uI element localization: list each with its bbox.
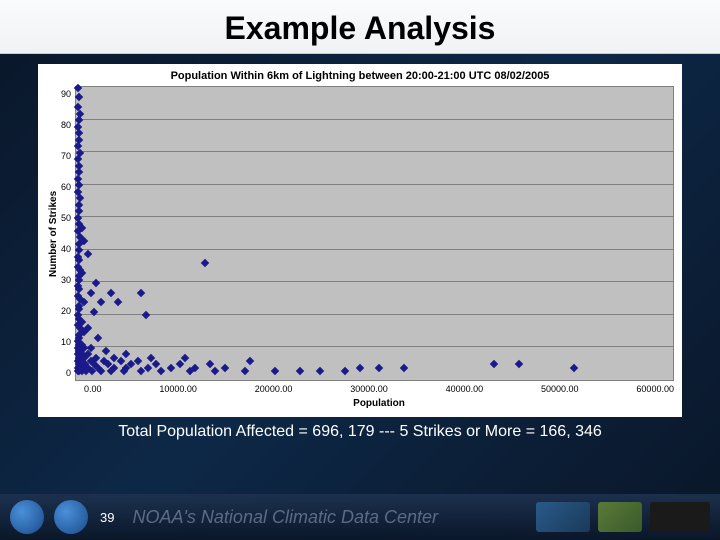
y-tick: 40	[61, 244, 71, 254]
y-axis-ticks: 90 80 70 60 50 40 30 20 10 0	[61, 86, 75, 381]
data-point	[84, 249, 92, 257]
scatter-plot-area	[75, 86, 674, 381]
data-point	[400, 363, 408, 371]
slide-number: 39	[100, 510, 114, 525]
data-point	[296, 367, 304, 375]
data-point	[569, 363, 577, 371]
chart-body: Number of Strikes 90 80 70 60 50 40 30 20 10 0	[46, 86, 674, 381]
gridline	[76, 184, 673, 185]
gridline	[76, 249, 673, 250]
data-point	[241, 367, 249, 375]
data-point	[246, 357, 254, 365]
unc-asheville-logo-icon	[536, 502, 590, 532]
data-point	[87, 288, 95, 296]
data-point	[117, 357, 125, 365]
y-tick: 50	[61, 213, 71, 223]
chart-caption: Total Population Affected = 696, 179 ---…	[0, 423, 720, 441]
y-tick: 20	[61, 306, 71, 316]
gridline	[76, 314, 673, 315]
x-axis-label: Population	[84, 394, 674, 409]
data-point	[201, 259, 209, 267]
data-point	[271, 367, 279, 375]
data-point	[90, 308, 98, 316]
chart-container: Population Within 6km of Lightning betwe…	[38, 64, 682, 417]
data-point	[141, 311, 149, 319]
data-point	[166, 363, 174, 371]
slide-title: Example Analysis	[0, 0, 720, 53]
y-tick: 60	[61, 182, 71, 192]
x-axis-ticks: 0.00 10000.00 20000.00 30000.00 40000.00 5000…	[84, 381, 674, 394]
data-point	[316, 367, 324, 375]
data-point	[211, 367, 219, 375]
data-point	[122, 350, 130, 358]
gridline	[76, 119, 673, 120]
data-point	[75, 93, 83, 101]
data-point	[181, 353, 189, 361]
gridline	[76, 216, 673, 217]
y-tick: 90	[61, 89, 71, 99]
data-point	[340, 367, 348, 375]
data-point	[97, 298, 105, 306]
gridline	[76, 346, 673, 347]
footer-right-logos	[536, 502, 710, 532]
y-tick: 70	[61, 151, 71, 161]
chart-title: Population Within 6km of Lightning betwe…	[46, 70, 674, 82]
data-point	[375, 363, 383, 371]
data-point	[136, 288, 144, 296]
data-point	[92, 279, 100, 287]
y-tick: 10	[61, 337, 71, 347]
data-point	[355, 363, 363, 371]
data-point	[156, 367, 164, 375]
y-tick: 30	[61, 275, 71, 285]
x-tick: 20000.00	[255, 384, 293, 394]
dept-commerce-logo-icon	[10, 500, 44, 534]
x-tick: 50000.00	[541, 384, 579, 394]
data-point	[114, 298, 122, 306]
gridline	[76, 281, 673, 282]
x-tick: 40000.00	[446, 384, 484, 394]
y-tick: 80	[61, 120, 71, 130]
data-point	[74, 83, 82, 91]
data-point	[490, 360, 498, 368]
renci-logo-icon	[650, 502, 710, 532]
x-tick: 0.00	[84, 384, 102, 394]
gridline	[76, 151, 673, 152]
data-point	[102, 347, 110, 355]
footer-text: NOAA's National Climatic Data Center	[132, 507, 526, 528]
slide-title-bar: Example Analysis	[0, 0, 720, 54]
x-tick: 10000.00	[159, 384, 197, 394]
x-tick: 30000.00	[350, 384, 388, 394]
data-point	[94, 334, 102, 342]
y-axis-label: Number of Strikes	[46, 86, 61, 381]
noaa-logo-icon	[54, 500, 88, 534]
y-tick: 0	[66, 368, 71, 378]
slide-footer: 39 NOAA's National Climatic Data Center	[0, 494, 720, 540]
x-axis-row: 0.00 10000.00 20000.00 30000.00 40000.00 5000…	[46, 381, 674, 409]
x-tick: 60000.00	[636, 384, 674, 394]
data-point	[515, 360, 523, 368]
nemac-logo-icon	[598, 502, 642, 532]
data-point	[221, 363, 229, 371]
data-point	[107, 288, 115, 296]
